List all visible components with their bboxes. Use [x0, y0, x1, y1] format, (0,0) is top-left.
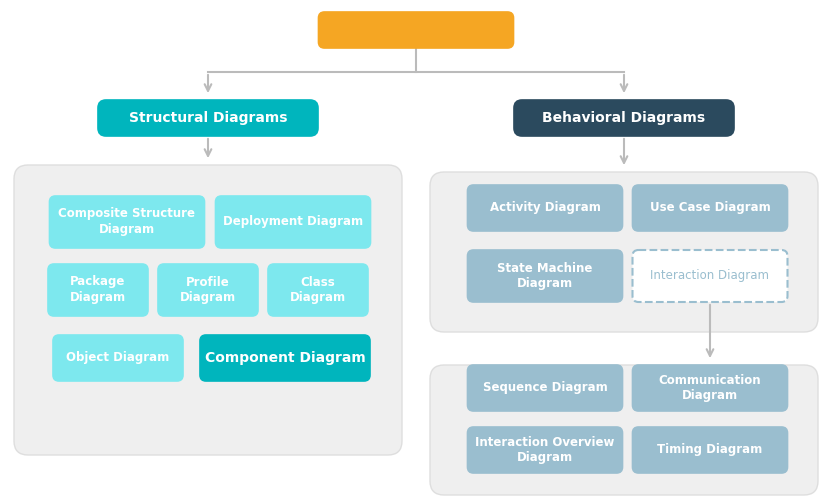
Text: State Machine
Diagram: State Machine Diagram — [498, 262, 592, 291]
Text: Profile
Diagram: Profile Diagram — [180, 276, 236, 305]
FancyBboxPatch shape — [430, 172, 818, 332]
FancyBboxPatch shape — [430, 365, 818, 495]
Text: UML Diagram Type: UML Diagram Type — [329, 21, 503, 39]
Text: Behavioral Diagrams: Behavioral Diagrams — [542, 111, 706, 125]
Text: Component Diagram: Component Diagram — [205, 351, 365, 365]
Text: Communication
Diagram: Communication Diagram — [659, 374, 761, 402]
Text: Structural Diagrams: Structural Diagrams — [129, 111, 287, 125]
FancyBboxPatch shape — [53, 335, 183, 381]
Text: Timing Diagram: Timing Diagram — [657, 443, 763, 456]
FancyBboxPatch shape — [632, 427, 788, 473]
FancyBboxPatch shape — [468, 365, 622, 411]
FancyBboxPatch shape — [468, 185, 622, 231]
FancyBboxPatch shape — [319, 12, 513, 48]
Text: Deployment Diagram: Deployment Diagram — [223, 215, 363, 228]
FancyBboxPatch shape — [49, 196, 205, 248]
Text: Class
Diagram: Class Diagram — [290, 276, 346, 305]
Text: Interaction Diagram: Interaction Diagram — [651, 270, 770, 283]
FancyBboxPatch shape — [158, 264, 258, 316]
FancyBboxPatch shape — [632, 185, 788, 231]
FancyBboxPatch shape — [632, 250, 788, 302]
Text: Use Case Diagram: Use Case Diagram — [650, 201, 770, 214]
FancyBboxPatch shape — [98, 100, 318, 136]
Text: Object Diagram: Object Diagram — [67, 352, 170, 365]
FancyBboxPatch shape — [215, 196, 370, 248]
Text: Composite Structure
Diagram: Composite Structure Diagram — [58, 207, 196, 236]
Text: Sequence Diagram: Sequence Diagram — [483, 381, 607, 394]
FancyBboxPatch shape — [468, 250, 622, 302]
FancyBboxPatch shape — [14, 165, 402, 455]
FancyBboxPatch shape — [632, 365, 788, 411]
FancyBboxPatch shape — [200, 335, 370, 381]
FancyBboxPatch shape — [48, 264, 148, 316]
FancyBboxPatch shape — [468, 427, 622, 473]
FancyBboxPatch shape — [514, 100, 734, 136]
Text: Interaction Overview
Diagram: Interaction Overview Diagram — [475, 435, 615, 464]
Text: Package
Diagram: Package Diagram — [70, 276, 126, 305]
FancyBboxPatch shape — [268, 264, 368, 316]
Text: Activity Diagram: Activity Diagram — [489, 201, 601, 214]
